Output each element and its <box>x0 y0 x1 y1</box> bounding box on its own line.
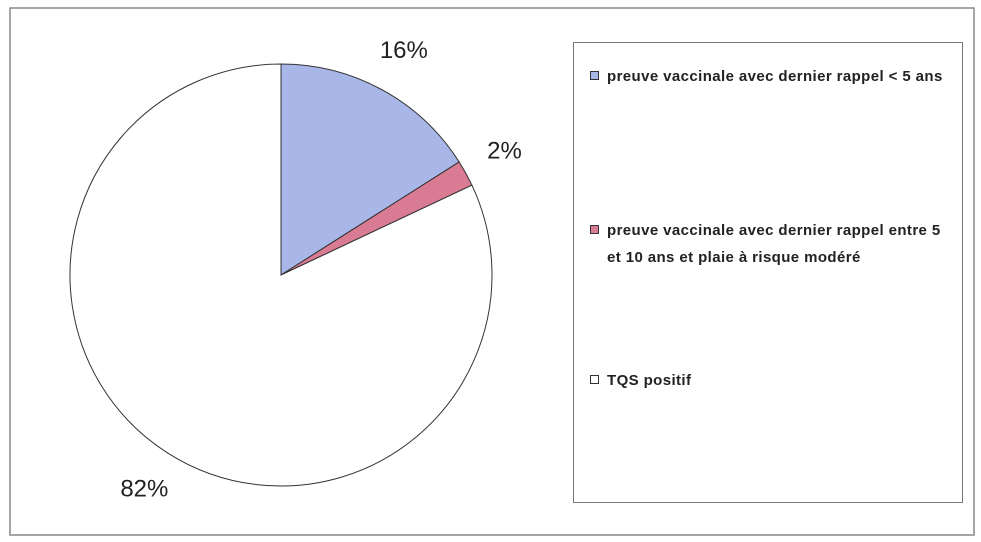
pie-slice <box>280 63 460 276</box>
pie-slice <box>69 63 493 487</box>
legend-entry: TQS positif <box>590 367 950 394</box>
data-label: 16% <box>380 37 428 64</box>
legend-label: TQS positif <box>607 372 692 389</box>
legend-swatch <box>590 375 599 384</box>
legend-swatch <box>590 225 599 234</box>
legend-label: preuve vaccinale avec dernier rappel ent… <box>607 222 941 266</box>
legend-entry: preuve vaccinale avec dernier rappel ent… <box>590 217 950 271</box>
legend: preuve vaccinale avec dernier rappel < 5… <box>573 42 963 503</box>
legend-swatch <box>590 71 599 80</box>
legend-label: preuve vaccinale avec dernier rappel < 5… <box>607 68 943 85</box>
data-label: 2% <box>487 137 522 164</box>
data-label: 82% <box>120 476 168 503</box>
legend-entry: preuve vaccinale avec dernier rappel < 5… <box>590 63 950 90</box>
